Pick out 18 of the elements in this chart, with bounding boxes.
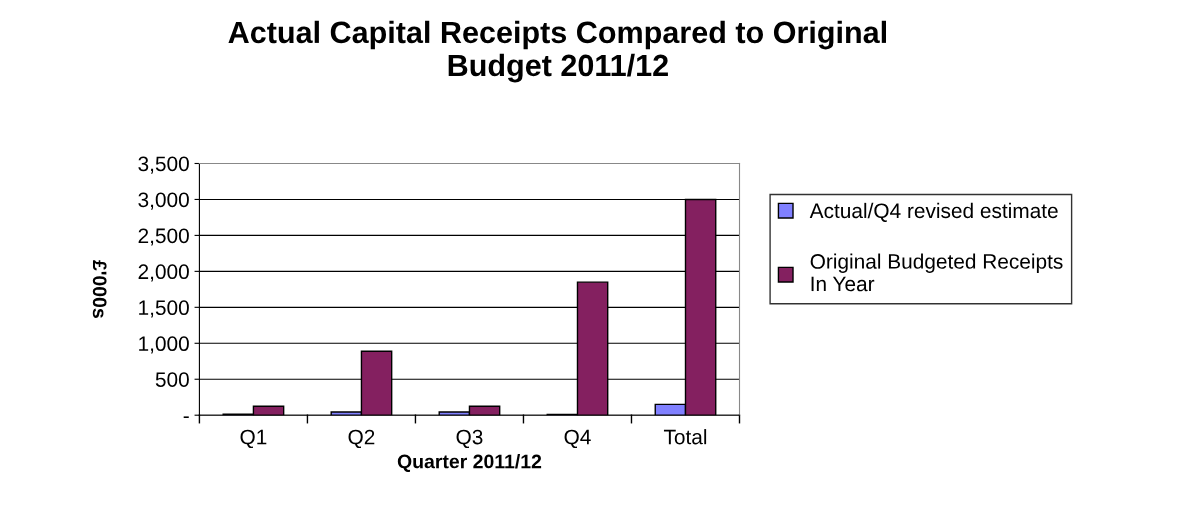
y-axis-title: £'000s — [92, 260, 107, 318]
legend-label: Actual/Q4 revised estimate — [809, 202, 1058, 222]
chart-title: Actual Capital Receipts Compared to Original Budget 2011/12 — [228, 20, 886, 83]
x-tick-label: Q1 — [240, 429, 267, 449]
x-tick-label: Total — [663, 429, 707, 445]
x-tick-label: Q2 — [348, 429, 375, 449]
y-tick-label: 500 — [155, 372, 189, 387]
y-tick-label: 3,000 — [138, 192, 189, 210]
x-tick-label: Q4 — [564, 429, 591, 449]
x-tick-label: Q3 — [456, 429, 483, 449]
y-tick-label: 3,500 — [138, 156, 189, 174]
legend-label: Original Budgeted Receipts In Year — [810, 253, 1063, 292]
y-tick-label: - — [183, 416, 189, 419]
x-axis-title: Quarter 2011/12 — [397, 454, 542, 472]
y-tick-label: 2,500 — [138, 228, 189, 246]
y-tick-label: 2,000 — [138, 264, 189, 282]
y-tick-label: 1,000 — [139, 336, 189, 354]
y-tick-label: 1,500 — [139, 300, 189, 318]
